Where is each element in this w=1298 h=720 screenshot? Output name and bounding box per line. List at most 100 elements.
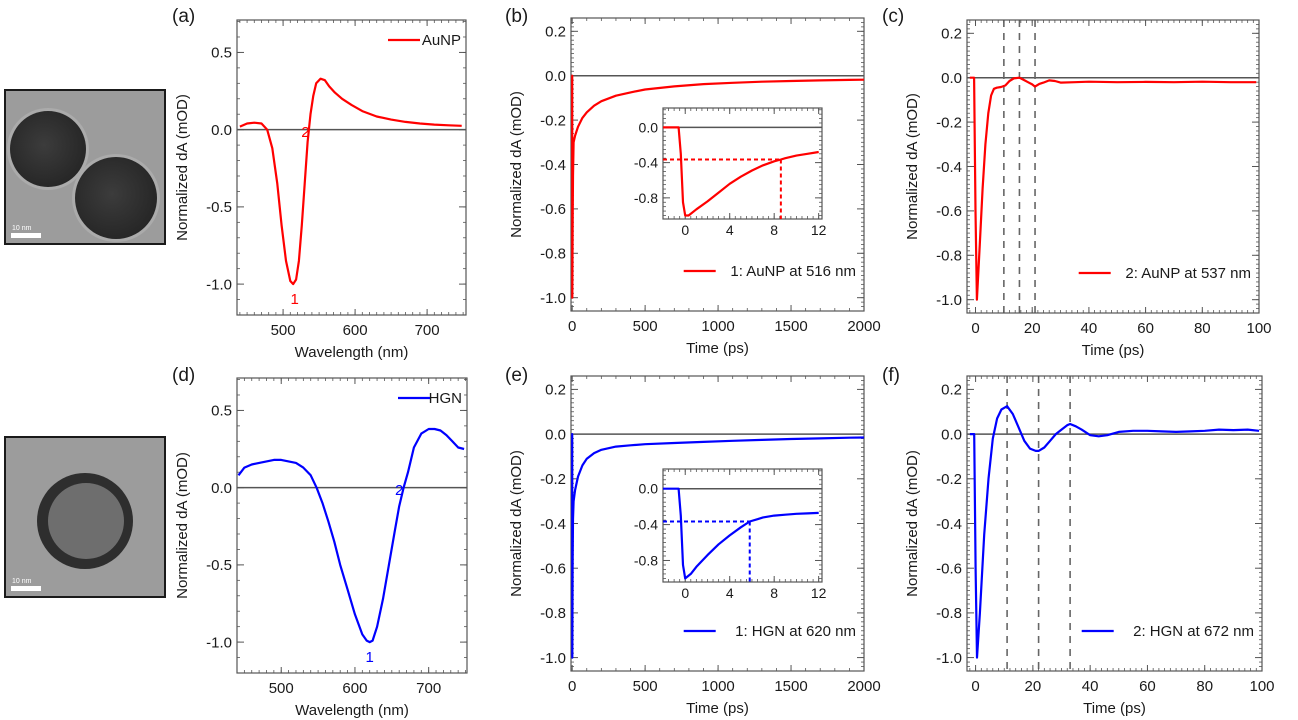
x-tick-label: 700 [415, 322, 440, 339]
panel-label: (e) [505, 365, 528, 386]
y-tick-label: 0.0 [211, 122, 232, 139]
x-tick-label: 4 [726, 585, 734, 601]
y-tick-label: -0.5 [206, 199, 232, 216]
x-axis-label: Time (ps) [686, 700, 749, 717]
chart-panel-b: (b) 0 500 1000 1500 2000 0.2 0.0 -0.2 -0.4 -0.6 -0.… [505, 6, 881, 357]
legend-label: AuNP [422, 32, 461, 49]
y-tick-label: -1.0 [206, 634, 232, 651]
x-tick-label: 700 [416, 680, 441, 697]
y-tick-label: 0.0 [545, 426, 566, 443]
x-tick-label: 500 [269, 680, 294, 697]
panel-label: (f) [882, 365, 900, 386]
y-tick-label: -1.0 [936, 292, 962, 309]
y-tick-label: -0.6 [936, 560, 962, 577]
x-tick-label: 12 [811, 222, 827, 238]
y-tick-label: -0.8 [936, 248, 962, 265]
x-tick-label: 1500 [774, 318, 807, 335]
x-tick-label: 600 [343, 322, 368, 339]
x-tick-label: 0 [568, 678, 576, 695]
y-tick-label: 0.0 [545, 68, 566, 85]
x-tick-label: 100 [1246, 320, 1271, 337]
plot-frame [236, 19, 467, 316]
peak-annotation: 2 [301, 124, 309, 141]
y-axis-label: Normalized dA (mOD) [508, 91, 525, 238]
y-tick-label: -0.4 [936, 516, 962, 533]
inset-background [663, 108, 822, 219]
y-tick-label: 0.0 [639, 119, 659, 135]
peak-annotation: 2 [395, 482, 403, 499]
y-tick-label: -0.8 [634, 190, 658, 206]
y-tick-label: -0.4 [634, 517, 658, 533]
panel-label: (d) [172, 365, 195, 386]
peak-annotation: 1 [366, 649, 374, 666]
y-tick-label: 0.2 [545, 382, 566, 399]
data-series-line [571, 74, 865, 299]
y-tick-label: -0.8 [540, 246, 566, 263]
plot-frame [662, 107, 823, 220]
aunp-particle [10, 111, 86, 187]
chart-panel-d: (d) 500 600 700 0.5 0.0 -0.5 -1.0 1 2 Wavelength (… [172, 365, 468, 719]
y-tick-label: -0.4 [540, 516, 566, 533]
panel-label: (b) [505, 6, 528, 27]
y-tick-label: -0.6 [936, 203, 962, 220]
x-tick-label: 0 [681, 585, 689, 601]
y-axis-label: Normalized dA (mOD) [904, 450, 921, 597]
legend-label: 2: AuNP at 537 nm [1125, 265, 1251, 282]
x-tick-label: 8 [770, 585, 778, 601]
x-tick-label: 0 [971, 678, 979, 695]
x-tick-label: 100 [1249, 678, 1274, 695]
y-tick-label: 0.0 [941, 426, 962, 443]
y-tick-label: -1.0 [540, 650, 566, 667]
data-series-line [571, 433, 865, 659]
tem-image-aunp: 10 nm [4, 89, 166, 245]
x-tick-label: 4 [726, 222, 734, 238]
x-tick-label: 1000 [701, 318, 734, 335]
inset-chart-b: 0 4 8 12 0.0 -0.4 -0.8 [634, 107, 827, 238]
x-axis-label: Wavelength (nm) [295, 344, 409, 361]
panel-label: (a) [172, 6, 195, 27]
x-tick-label: 1000 [701, 678, 734, 695]
y-tick-label: -0.8 [936, 605, 962, 622]
y-tick-label: 0.5 [211, 403, 232, 420]
x-tick-label: 600 [342, 680, 367, 697]
y-tick-label: 0.0 [211, 480, 232, 497]
scale-bar [11, 586, 41, 591]
y-tick-label: -1.0 [206, 276, 232, 293]
data-series-line [237, 427, 465, 644]
x-tick-label: 1500 [774, 678, 807, 695]
x-tick-label: 60 [1139, 678, 1156, 695]
x-axis-label: Time (ps) [686, 340, 749, 357]
y-tick-label: -0.2 [936, 471, 962, 488]
x-tick-label: 0 [971, 320, 979, 337]
x-tick-label: 40 [1081, 320, 1098, 337]
tem-image-hgn: 10 nm [4, 436, 166, 598]
data-series-line [969, 76, 1257, 301]
plot-frame [662, 468, 823, 583]
y-tick-label: -0.2 [540, 471, 566, 488]
chart-panel-f: (f) 0 20 40 60 80 100 0.2 0.0 -0.2 -0.4 -0.6 -0.8 -1.… [882, 365, 1275, 717]
legend-label: HGN [429, 390, 462, 407]
y-tick-label: -0.2 [936, 114, 962, 131]
y-tick-label: -1.0 [936, 650, 962, 667]
y-tick-label: 0.0 [941, 70, 962, 87]
plot-frame [236, 377, 468, 674]
y-tick-label: -1.0 [540, 290, 566, 307]
data-series-line [239, 77, 462, 286]
inset-chart-e: 0 4 8 12 0.0 -0.4 -0.8 [634, 468, 827, 601]
x-tick-label: 80 [1194, 320, 1211, 337]
x-tick-label: 0 [568, 318, 576, 335]
y-tick-label: -0.8 [634, 552, 658, 568]
y-tick-label: -0.6 [540, 201, 566, 218]
y-tick-label: -0.2 [540, 112, 566, 129]
chart-panel-a: (a) 500 600 700 0.5 0.0 -0.5 -1.0 1 2 Wavelength (… [172, 6, 467, 361]
inset-series-line [663, 487, 819, 580]
inset-series-line [663, 126, 819, 217]
x-tick-label: 40 [1082, 678, 1099, 695]
y-axis-label: Normalized dA (mOD) [174, 94, 191, 241]
y-tick-label: 0.5 [211, 45, 232, 62]
x-tick-label: 8 [770, 222, 778, 238]
tem-aunp-graphic [6, 91, 164, 243]
y-tick-label: -0.6 [540, 560, 566, 577]
x-tick-label: 60 [1137, 320, 1154, 337]
